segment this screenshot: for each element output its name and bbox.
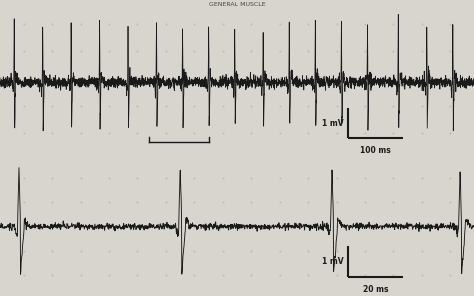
Text: 100 ms: 100 ms xyxy=(360,147,391,155)
Text: 1 mV: 1 mV xyxy=(322,257,344,266)
Text: 20 ms: 20 ms xyxy=(363,285,388,294)
Text: GENERAL MUSCLE: GENERAL MUSCLE xyxy=(209,2,265,7)
Text: 1 mV: 1 mV xyxy=(322,119,344,128)
